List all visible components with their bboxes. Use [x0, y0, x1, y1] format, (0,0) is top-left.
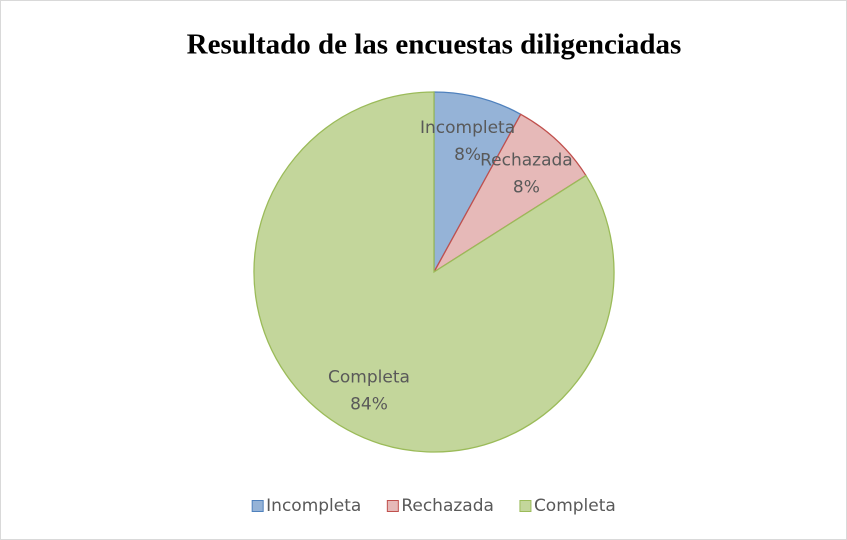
legend-label: Completa: [534, 496, 616, 516]
slice-category-label: Incompleta: [420, 118, 515, 138]
pie-slice: [433, 91, 522, 273]
legend-label: Rechazada: [401, 496, 494, 516]
slice-value-label: 8%: [454, 145, 481, 165]
legend-swatch: [386, 500, 399, 512]
pie-slice: [253, 91, 615, 453]
legend-label: Incompleta: [266, 496, 361, 516]
slice-value-label: 8%: [513, 178, 540, 198]
pie-slice: [433, 113, 587, 273]
slice-value-label: 84%: [350, 394, 388, 414]
chart-title: Resultado de las encuestas diligenciadas: [187, 29, 682, 61]
legend-swatch: [251, 500, 264, 512]
slice-category-label: Rechazada: [480, 151, 573, 171]
slice-category-label: Completa: [328, 367, 410, 387]
legend-swatch: [519, 500, 532, 512]
